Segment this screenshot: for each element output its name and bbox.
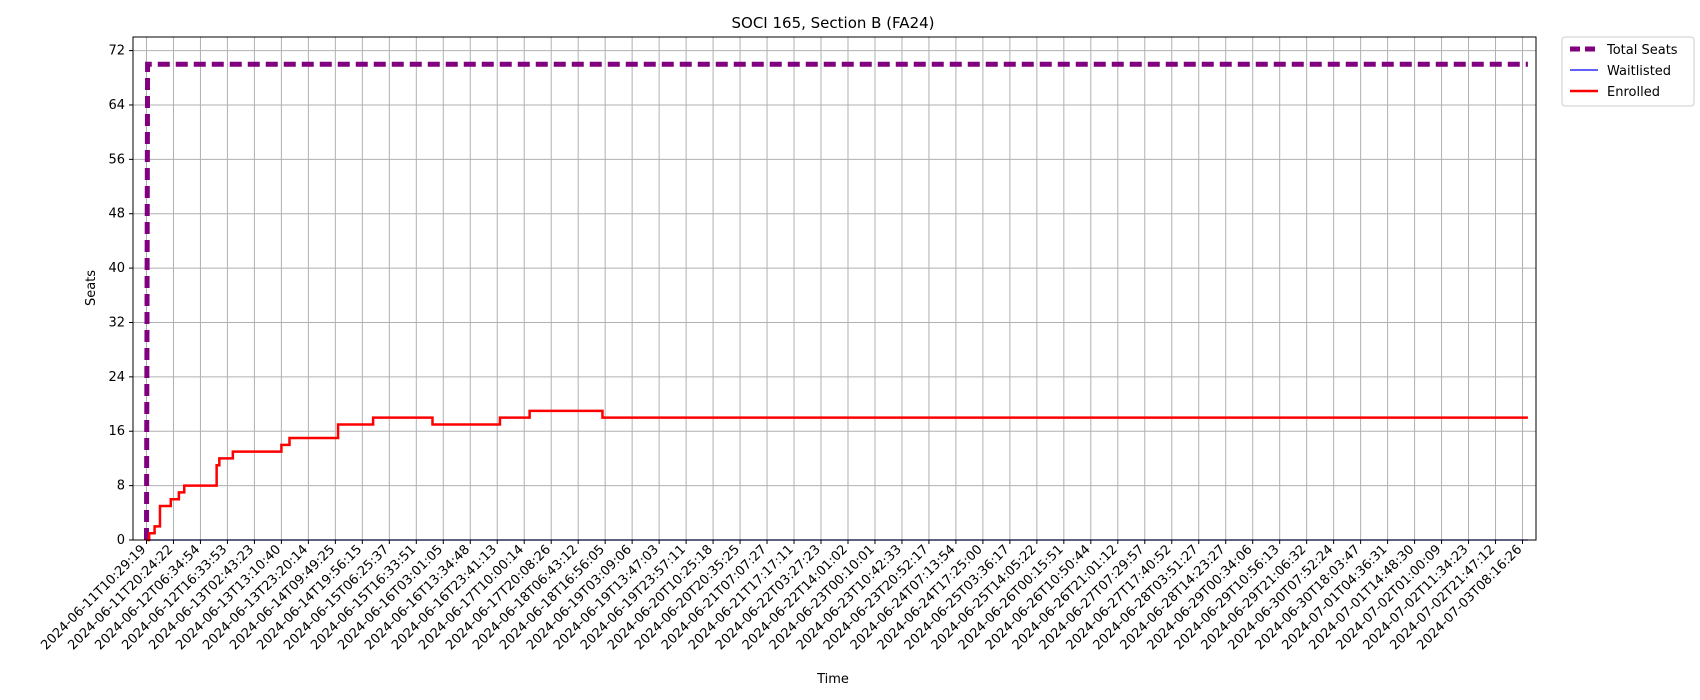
grid [133, 37, 1536, 541]
y-axis: 0 8 16 24 32 40 48 56 64 72 [108, 44, 133, 548]
y-tick-label: 40 [108, 261, 125, 276]
y-tick-label: 72 [108, 44, 125, 59]
series-layer [143, 61, 1528, 542]
legend-box [1561, 36, 1695, 107]
legend: Total Seats Waitlisted Enrolled [1561, 36, 1695, 107]
x-axis-label: Time [816, 672, 849, 687]
y-tick-label: 48 [108, 207, 125, 222]
y-tick-label: 16 [108, 424, 125, 439]
y-tick-label: 0 [117, 533, 125, 548]
y-tick-label: 56 [108, 152, 125, 167]
y-tick-label: 32 [108, 315, 125, 330]
legend-label-enrolled: Enrolled [1607, 85, 1660, 100]
y-tick-label: 8 [117, 479, 125, 494]
plot-frame [132, 36, 1537, 541]
y-tick-label: 24 [108, 370, 125, 385]
chart-title: SOCI 165, Section B (FA24) [731, 14, 934, 32]
y-axis-label: Seats [84, 270, 99, 306]
series-line-enrolled [146, 409, 1528, 542]
y-tick-label: 64 [108, 98, 125, 113]
legend-label-total-seats: Total Seats [1606, 43, 1678, 58]
legend-label-waitlisted: Waitlisted [1607, 64, 1671, 79]
series-line-total-seats [143, 61, 1528, 541]
x-axis: 2024-06-11T10:29:192024-06-11T20:24:2220… [38, 540, 1525, 653]
